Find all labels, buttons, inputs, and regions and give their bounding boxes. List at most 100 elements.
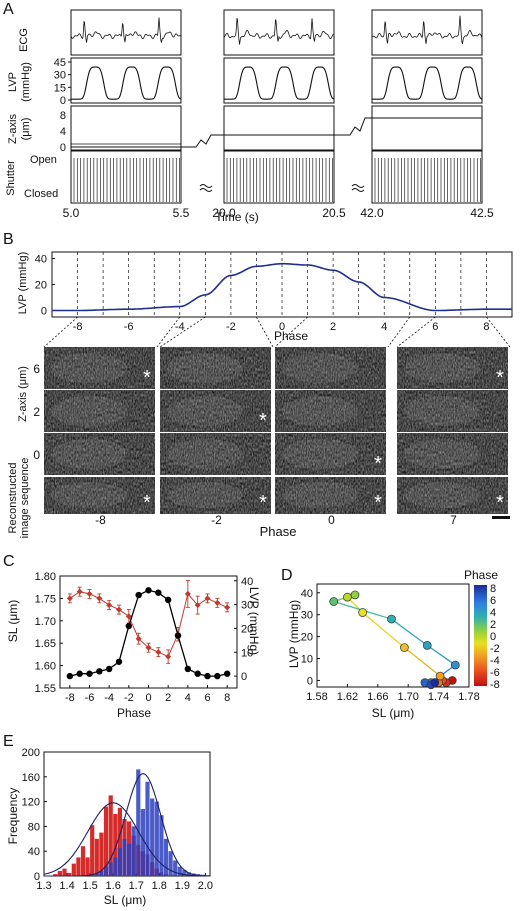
- sl-point: [165, 653, 172, 660]
- ecg-box: [70, 9, 182, 56]
- panel-c-right-tick-label: 20: [241, 623, 253, 635]
- panel-e-ylabel: Frequency: [6, 788, 20, 845]
- colorbar-tick-label: 4: [490, 607, 496, 619]
- lvp-trace: [71, 66, 182, 100]
- histogram-bar-blue: [182, 869, 187, 876]
- panel-d-letter: D: [281, 567, 293, 584]
- histogram-bar-blue: [99, 871, 104, 876]
- image-texture: [397, 390, 508, 432]
- sl-point: [125, 613, 132, 620]
- lvp-point: [204, 672, 211, 680]
- histogram-bar-blue: [90, 874, 95, 876]
- histogram-bar-blue: [163, 838, 169, 876]
- sl-point: [106, 602, 113, 609]
- lvp-tick-label: 30: [54, 70, 66, 82]
- shutter-closed-label: Closed: [24, 188, 58, 200]
- z-box: [223, 105, 335, 151]
- image-texture: [397, 347, 508, 389]
- panel-d-chart: 40 30 20 10 0 1.58 1.62 1.66 1.70 1.74 1.78: [301, 583, 480, 703]
- sl-point: [96, 595, 103, 602]
- panel-a-row-labels: ECG LVP (mmHg) Z-axis (μm) Shutter Open …: [5, 28, 58, 200]
- panel-c-xtick-label: 4: [185, 692, 191, 704]
- panel-c-right-tick-label: 30: [241, 600, 253, 612]
- panel-c-xtick-label: 2: [165, 692, 171, 704]
- phase-point: [450, 660, 460, 670]
- histogram-bar-red: [85, 857, 90, 876]
- panel-c-left-tick-label: 1.75: [35, 593, 56, 605]
- histogram-bar-blue: [154, 801, 159, 876]
- panel-e-xtick-label: 1.5: [82, 880, 97, 892]
- lvp-curve: [52, 262, 512, 312]
- panel-e-ytick-label: 0: [34, 871, 40, 883]
- panel-e-chart: 200 160 120 80 40 01.3 1.4 1.5 1.6 1.7 1.8 1.9 2.0: [22, 747, 213, 892]
- phase-point: [387, 614, 396, 624]
- lvp-box: [223, 57, 335, 104]
- sl-point: [184, 590, 191, 597]
- panel-d-ytick-label: 10: [301, 654, 313, 666]
- star-marker: *: [259, 410, 267, 432]
- panel-d-frame: [316, 583, 470, 688]
- image-texture: [275, 390, 386, 432]
- time-tick-label: 5.0: [63, 206, 80, 220]
- panel-b-ztick-label: 2: [33, 405, 40, 419]
- z-box: [70, 105, 182, 151]
- histogram-bar-red: [113, 814, 118, 876]
- lvp-label: LVP: [7, 72, 19, 92]
- star-marker: *: [143, 492, 151, 514]
- panel-c-xtick-label: 6: [204, 692, 210, 704]
- z-tick-label: 8: [60, 110, 66, 122]
- panel-b-xtick-label: 6: [432, 321, 438, 333]
- panel-e-xtick-label: 1.6: [106, 880, 121, 892]
- sl-point: [86, 590, 93, 597]
- panel-d-xtick-label: 1.78: [458, 691, 479, 703]
- time-tick-label: 5.5: [173, 206, 190, 220]
- panel-b-ytick-label: 0: [41, 306, 47, 318]
- image-texture: [160, 390, 271, 432]
- panel-b-xtick-label: 4: [381, 321, 387, 333]
- image-texture: [160, 347, 271, 389]
- panel-c-xtick-label: -4: [104, 692, 114, 704]
- star-marker: *: [496, 492, 504, 514]
- image-phase-label: 0: [328, 513, 335, 527]
- panel-d-xtick-label: 1.74: [428, 691, 449, 703]
- phase-colorbar: [474, 585, 487, 686]
- shutter-box: [371, 150, 483, 204]
- recon-label-1: Reconstructed: [7, 463, 19, 534]
- panel-c-left-tick-label: 1.60: [35, 661, 56, 673]
- ecg-trace: [70, 17, 182, 43]
- z-axis-unit-label: (μm): [20, 118, 32, 141]
- panel-b-image-grid: 6 2 0 * * * * * * * * -8 -2 0 7: [33, 316, 511, 527]
- phase-point: [435, 671, 445, 681]
- ecg-trace: [372, 15, 483, 45]
- z-box: [371, 105, 483, 151]
- panel-c-ylabel-left: SL (μm): [6, 600, 20, 642]
- image-texture: [44, 347, 155, 389]
- panel-b-xlabel: Phase: [274, 329, 308, 343]
- panel-b-xtick-label: 0: [279, 321, 285, 333]
- panel-e-ytick-label: 200: [22, 747, 40, 759]
- lvp-point: [145, 587, 152, 594]
- histogram-bar-red: [90, 825, 95, 876]
- image-texture: [275, 476, 386, 514]
- panel-b-xtick-label: -2: [226, 321, 236, 333]
- phase-connector-line: [256, 316, 274, 348]
- scale-bar: [492, 516, 510, 519]
- phase-point: [430, 678, 440, 687]
- sl-point: [135, 635, 142, 642]
- phase-point: [400, 643, 409, 652]
- shutter-box: [223, 150, 335, 204]
- histogram-bar-blue: [136, 769, 141, 876]
- phase-connector-line: [486, 316, 511, 348]
- panel-c-right-tick-label: 40: [241, 576, 253, 588]
- panel-b-xtick-label: -4: [175, 321, 185, 333]
- panel-e-xtick-label: 1.9: [175, 880, 190, 892]
- shutter-box: [70, 150, 182, 204]
- sl-point: [66, 595, 73, 602]
- lvp-box: [371, 57, 483, 104]
- panel-c-left-tick-label: 1.70: [35, 616, 56, 628]
- ecg-box: [223, 9, 335, 56]
- panel-e-xtick-label: 1.3: [36, 880, 51, 892]
- trajectory-segment: [391, 618, 428, 646]
